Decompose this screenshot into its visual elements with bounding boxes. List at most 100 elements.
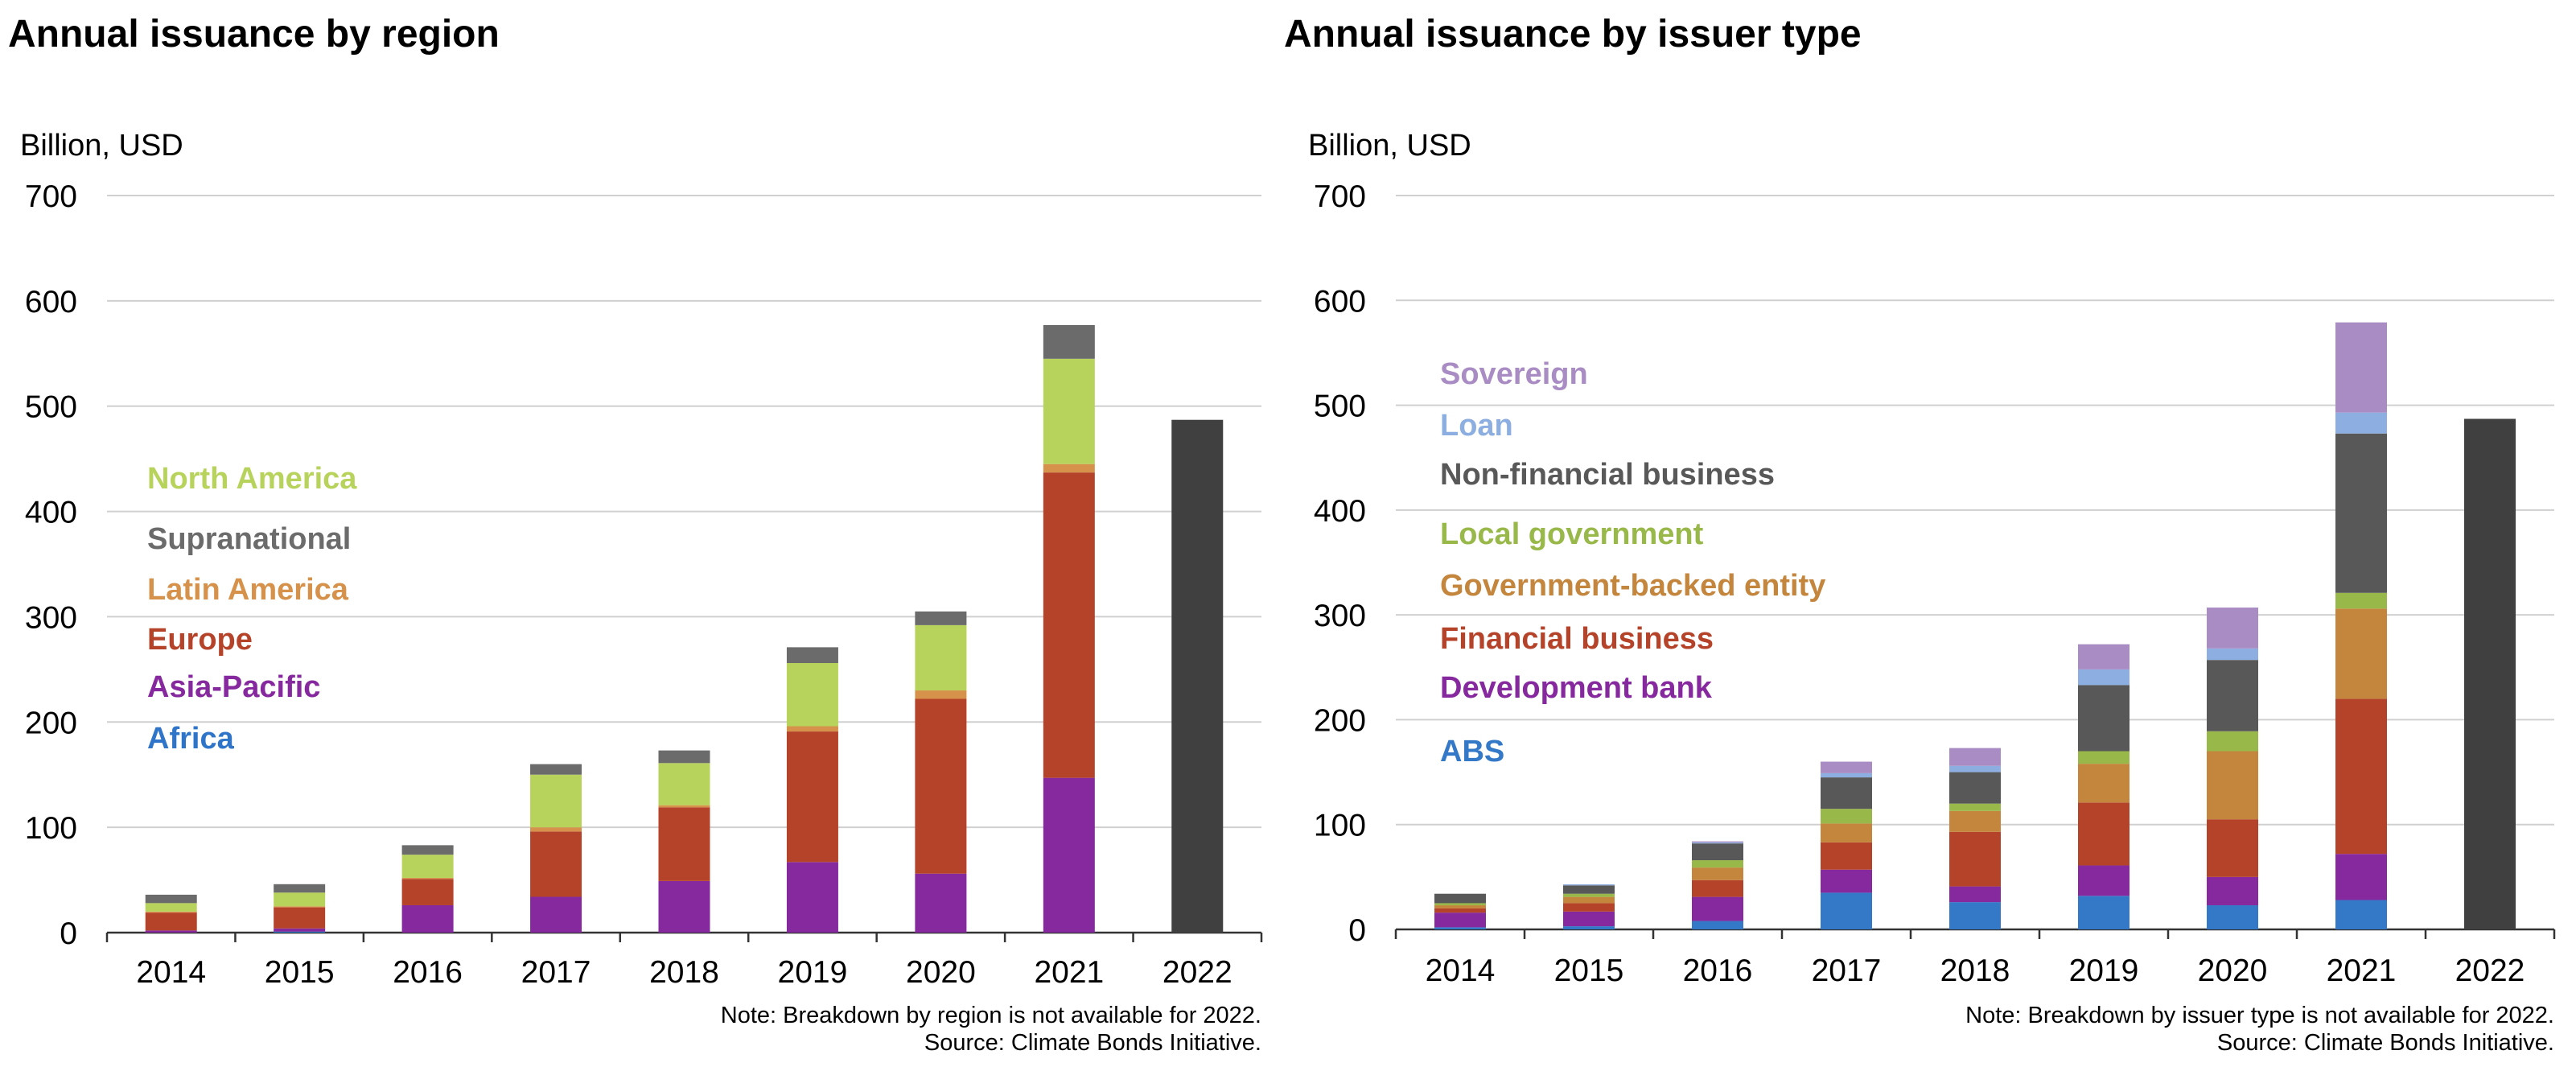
bar-2019-abs xyxy=(2078,896,2130,929)
x-tick-2021: 2021 xyxy=(1034,955,1104,990)
bar-2019-development-bank xyxy=(2078,865,2130,896)
bar-2021-non-financial-business xyxy=(2335,433,2387,593)
issuer-legend: Sovereign Loan Non-financial business Local… xyxy=(1440,357,1825,768)
bar-2018-europe xyxy=(658,807,710,881)
bar-2017-financial-business xyxy=(1821,842,1872,870)
bar-2017-sovereign xyxy=(1821,761,1872,773)
bar-2015-africa xyxy=(274,931,326,933)
x-tick-2017: 2017 xyxy=(1812,954,1882,988)
bar-2016-latin-america xyxy=(401,877,454,880)
bar-2018-loan xyxy=(1949,765,2001,772)
x-tick-2014: 2014 xyxy=(1426,954,1496,988)
x-tick-2019: 2019 xyxy=(2069,954,2139,988)
bar-2016-abs xyxy=(1692,921,1743,929)
issuer-chart-panel: Annual issuance by issuer type Billion, … xyxy=(1284,13,2556,1056)
bar-2014-abs xyxy=(1434,927,1486,929)
bar-2015-government-backed-entity xyxy=(1563,896,1615,904)
x-tick-2016: 2016 xyxy=(1683,954,1753,988)
legend-north-america: North America xyxy=(147,462,357,496)
bar-2014-latin-america xyxy=(145,911,197,913)
y-tick-500: 500 xyxy=(1314,389,1366,424)
bar-2018-local-government xyxy=(1949,803,2001,811)
issuer-note: Note: Breakdown by issuer type is not av… xyxy=(1965,1003,2554,1028)
x-tick-2022: 2022 xyxy=(2455,954,2525,988)
bar-2015-loan xyxy=(1563,884,1615,886)
y-tick-0: 0 xyxy=(1348,913,1366,948)
region-y-ticks: 0 100 200 300 400 500 600 700 xyxy=(25,179,77,951)
region-x-ticks: 2014 2015 2016 2017 2018 2019 2020 2021 2022 xyxy=(136,955,1232,990)
bar-2015-latin-america xyxy=(274,906,326,908)
bar-2018-latin-america xyxy=(658,805,710,808)
bar-2016-government-backed-entity xyxy=(1692,867,1743,880)
bar-2018-government-backed-entity xyxy=(1949,810,2001,832)
bar-2020-loan xyxy=(2207,648,2258,661)
bar-2021-latin-america xyxy=(1043,463,1095,473)
bar-2020-abs xyxy=(2207,905,2258,929)
y-tick-700: 700 xyxy=(1314,179,1366,214)
y-tick-300: 300 xyxy=(25,600,77,635)
bar-2014-supranational xyxy=(145,894,197,904)
bar-2016-north-america xyxy=(401,855,454,878)
x-tick-2019: 2019 xyxy=(778,955,848,990)
region-chart-title: Annual issuance by region xyxy=(8,13,500,56)
y-tick-400: 400 xyxy=(1314,494,1366,529)
bar-2017-government-backed-entity xyxy=(1821,823,1872,842)
bar-2020-non-financial-business xyxy=(2207,660,2258,731)
legend-financial-business: Financial business xyxy=(1440,622,1714,656)
bar-2017-latin-america xyxy=(530,827,582,832)
region-bars xyxy=(145,324,1224,933)
bar-2014-development-bank xyxy=(1434,913,1486,928)
bar-2021-supranational xyxy=(1043,324,1095,359)
bar-2014-financial-business xyxy=(1434,908,1486,913)
bar-2020-local-government xyxy=(2207,731,2258,752)
bar-2020-asia-pacific xyxy=(915,873,967,933)
region-source: Source: Climate Bonds Initiative. xyxy=(924,1030,1261,1056)
bar-2019-loan xyxy=(2078,669,2130,686)
region-chart-panel: Annual issuance by region Billion, USD 0… xyxy=(8,13,1263,1056)
issuer-y-unit: Billion, USD xyxy=(1308,129,1471,163)
bar-2021-government-backed-entity xyxy=(2335,608,2387,699)
bar-2017-north-america xyxy=(530,774,582,828)
bar-2020-financial-business xyxy=(2207,819,2258,877)
bar-2019-financial-business xyxy=(2078,802,2130,866)
y-tick-600: 600 xyxy=(1314,284,1366,319)
bar-2017-development-bank xyxy=(1821,869,1872,893)
bar-2018-abs xyxy=(1949,902,2001,929)
bar-2021-asia-pacific xyxy=(1043,777,1095,933)
bar-2021-north-america xyxy=(1043,358,1095,464)
bar-2016-asia-pacific xyxy=(401,904,454,933)
y-tick-200: 200 xyxy=(1314,703,1366,738)
bar-2016-financial-business xyxy=(1692,880,1743,897)
legend-government-backed-entity: Government-backed entity xyxy=(1440,569,1825,603)
bar-2015-development-bank xyxy=(1563,911,1615,927)
bar-2016-local-government xyxy=(1692,860,1743,868)
region-legend: North America Supranational Latin America E… xyxy=(147,462,357,756)
legend-development-bank: Development bank xyxy=(1440,671,1713,705)
bar-2018-financial-business xyxy=(1949,831,2001,887)
y-tick-300: 300 xyxy=(1314,599,1366,633)
bar-2014-north-america xyxy=(145,903,197,912)
bar-2017-loan xyxy=(1821,772,1872,778)
bar-2016-supranational xyxy=(401,845,454,855)
y-tick-700: 700 xyxy=(25,179,77,214)
x-tick-2014: 2014 xyxy=(136,955,206,990)
bar-2021-abs xyxy=(2335,900,2387,929)
x-tick-2018: 2018 xyxy=(1940,954,2010,988)
x-tick-2021: 2021 xyxy=(2327,954,2397,988)
bar-2014-government-backed-entity xyxy=(1434,905,1486,908)
bar-2015-north-america xyxy=(274,892,326,907)
issuer-x-ticks: 2014 2015 2016 2017 2018 2019 2020 2021 2022 xyxy=(1426,954,2525,988)
bar-2021-sovereign xyxy=(2335,322,2387,413)
legend-loan: Loan xyxy=(1440,409,1513,443)
legend-local-government: Local government xyxy=(1440,517,1704,551)
y-tick-600: 600 xyxy=(25,285,77,319)
bar-2017-supranational xyxy=(530,764,582,775)
bar-2014-local-government xyxy=(1434,903,1486,906)
bar-2018-north-america xyxy=(658,763,710,805)
bar-2018-development-bank xyxy=(1949,886,2001,903)
bar-2018-asia-pacific xyxy=(658,880,710,933)
bar-2016-europe xyxy=(401,879,454,905)
legend-asia-pacific: Asia-Pacific xyxy=(147,670,320,704)
issuer-bars xyxy=(1434,322,2516,929)
